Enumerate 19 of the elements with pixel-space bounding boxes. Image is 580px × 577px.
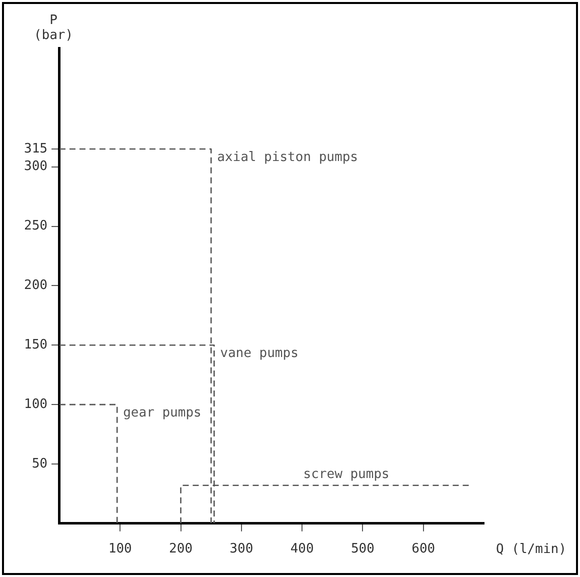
x-tick-label: 500 xyxy=(350,542,374,557)
x-tick-label: 300 xyxy=(230,542,254,557)
y-tick-label: 250 xyxy=(24,218,48,234)
y-tick-label: 200 xyxy=(24,278,48,294)
y-tick-label: 100 xyxy=(24,396,48,412)
y-tick-label: 300 xyxy=(24,159,48,174)
series-label: screw pumps xyxy=(303,467,390,482)
y-axis-title: P (bar) xyxy=(34,12,74,43)
y-tick-label: 315 xyxy=(24,141,48,156)
x-axis-title: Q (l/min) xyxy=(496,542,566,557)
series-label: axial piston pumps xyxy=(217,150,358,165)
y-tick-label: 50 xyxy=(32,456,48,472)
y-tick-label: 150 xyxy=(24,338,48,352)
x-tick-label: 600 xyxy=(412,542,436,557)
series-label: vane pumps xyxy=(220,346,298,361)
x-tick-label: 400 xyxy=(290,542,314,557)
x-tick-label: 100 xyxy=(108,542,132,557)
x-tick-label: 200 xyxy=(169,542,193,557)
series-label: gear pumps xyxy=(123,405,202,420)
